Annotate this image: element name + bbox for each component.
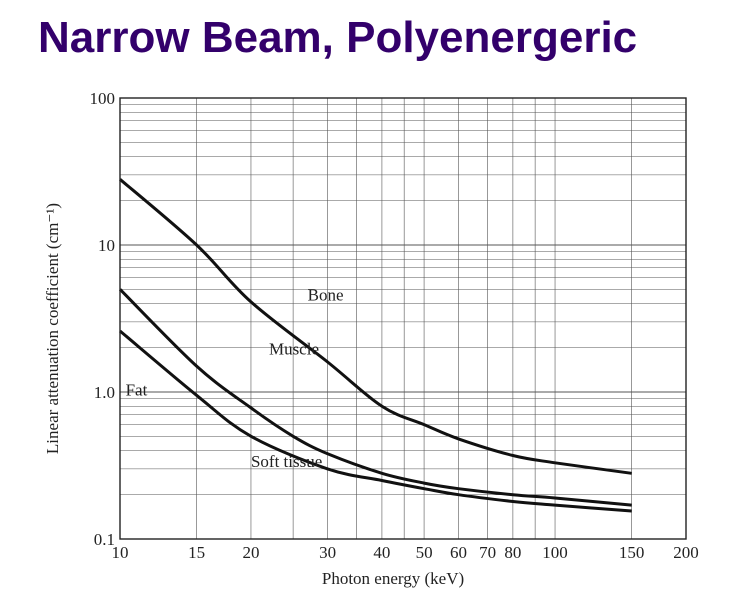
annotation-bone: Bone <box>308 285 344 304</box>
x-tick-label: 200 <box>673 543 699 562</box>
x-tick-label: 15 <box>188 543 205 562</box>
x-axis-label: Photon energy (keV) <box>322 569 464 588</box>
annotation-fat: Fat <box>126 380 148 399</box>
x-tick-label: 150 <box>619 543 645 562</box>
tick-layer: 10 15 20 30 40 50 60 70 80 100 150 200 0.1 1.0 10 100 <box>90 89 699 562</box>
series-line-fat <box>119 329 632 513</box>
y-tick-label: 1.0 <box>94 383 115 402</box>
annotation-soft-tissue: Soft tissue <box>251 452 322 471</box>
annotation-muscle: Muscle <box>269 339 319 358</box>
x-tick-label: 40 <box>373 543 390 562</box>
slide-title: Narrow Beam, Polyenergeric <box>38 13 638 62</box>
x-tick-label: 80 <box>504 543 521 562</box>
y-tick-label: 0.1 <box>94 530 115 549</box>
x-tick-label: 50 <box>416 543 433 562</box>
x-tick-label: 10 <box>112 543 129 562</box>
x-tick-label: 100 <box>542 543 568 562</box>
y-axis-label: Linear attenuation coefficient (cm⁻¹) <box>43 203 62 454</box>
plot-frame <box>119 97 687 540</box>
x-tick-label: 70 <box>479 543 496 562</box>
grid-layer <box>120 98 686 539</box>
y-tick-label: 10 <box>98 236 115 255</box>
series-layer <box>118 178 632 513</box>
y-tick-label: 100 <box>90 89 116 108</box>
x-tick-label: 20 <box>242 543 259 562</box>
series-line-muscle <box>118 288 632 507</box>
attenuation-chart: 10 15 20 30 40 50 60 70 80 100 150 200 0.1 1.0 10 100 B… <box>43 89 699 588</box>
x-tick-label: 60 <box>450 543 467 562</box>
annotation-layer: Bone Muscle Fat Soft tissue <box>126 285 344 470</box>
series-line-bone <box>119 178 632 475</box>
x-tick-label: 30 <box>319 543 336 562</box>
